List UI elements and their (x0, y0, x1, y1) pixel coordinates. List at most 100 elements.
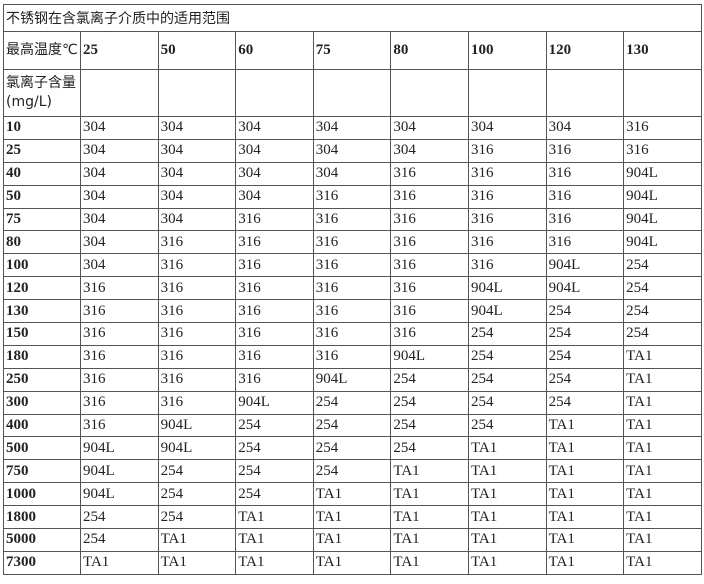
material-cell: 316 (390, 322, 469, 346)
table-row: 180 316 316 316 316 904L 254 254 TA1 (3, 344, 702, 369)
material-cell: 304 (467, 116, 547, 140)
chloride-value: 1800 (3, 505, 81, 530)
material-cell: TA1 (390, 528, 469, 552)
material-cell: 304 (390, 138, 469, 163)
material-cell: TA1 (623, 550, 702, 575)
material-cell: 316 (157, 390, 237, 415)
chloride-value: 500 (3, 436, 81, 461)
chloride-value: 40 (3, 161, 81, 186)
material-cell: 254 (467, 322, 547, 346)
chloride-value: 100 (3, 253, 81, 278)
table-row: 40 304 304 304 304 316 316 316 904L (3, 161, 702, 186)
material-cell: TA1 (467, 482, 547, 507)
temperature-header: 25 (80, 31, 159, 70)
material-cell: 304 (312, 138, 392, 163)
material-cell: 904L (623, 230, 702, 255)
table-row: 150 316 316 316 316 316 254 254 254 (3, 322, 702, 346)
material-cell: 304 (80, 184, 159, 209)
material-cell: 254 (80, 528, 159, 552)
material-cell: 316 (157, 322, 237, 346)
material-cell: 316 (157, 276, 237, 301)
material-cell: 316 (80, 299, 159, 324)
material-cell: 316 (467, 138, 547, 163)
material-cell: 304 (235, 138, 314, 163)
material-cell: 254 (467, 390, 547, 415)
material-cell: TA1 (235, 505, 314, 530)
material-cell: TA1 (467, 436, 547, 461)
material-cell: TA1 (157, 528, 237, 552)
chloride-value: 50 (3, 184, 81, 209)
table-row: 5000 254 TA1 TA1 TA1 TA1 TA1 TA1 TA1 (3, 528, 702, 552)
material-cell: 304 (312, 161, 392, 186)
material-cell: 316 (235, 322, 314, 346)
material-cell: 254 (545, 367, 625, 392)
material-cell: 254 (545, 344, 625, 369)
material-cell: 904L (467, 276, 547, 301)
chloride-value: 80 (3, 230, 81, 255)
material-cell: 254 (390, 390, 469, 415)
material-cell: 316 (80, 276, 159, 301)
material-cell: 254 (157, 505, 237, 530)
chloride-value: 250 (3, 367, 81, 392)
temperature-header: 120 (545, 31, 625, 70)
material-cell: 316 (390, 276, 469, 301)
material-cell: 316 (235, 230, 314, 255)
material-cell: 316 (157, 230, 237, 255)
material-cell: TA1 (467, 550, 547, 575)
material-cell: 904L (157, 413, 237, 438)
material-cell: 304 (157, 207, 237, 232)
material-cell: 316 (312, 184, 392, 209)
chloride-label: 氯离子含量(mg/L) (3, 69, 81, 117)
material-cell: 316 (235, 207, 314, 232)
material-cell: 316 (80, 344, 159, 369)
material-cell: 316 (157, 344, 237, 369)
material-cell: 304 (157, 184, 237, 209)
empty-cell (623, 69, 702, 117)
material-cell: 904L (80, 482, 159, 507)
material-cell: TA1 (235, 550, 314, 575)
material-cell: 316 (80, 367, 159, 392)
material-cell: 304 (157, 138, 237, 163)
material-cell: 316 (545, 138, 625, 163)
material-cell: 316 (157, 253, 237, 278)
material-cell: TA1 (545, 550, 625, 575)
material-cell: 316 (80, 322, 159, 346)
material-cell: 316 (545, 230, 625, 255)
material-cell: 304 (80, 161, 159, 186)
table-row: 7300 TA1 TA1 TA1 TA1 TA1 TA1 TA1 TA1 (3, 550, 702, 575)
table-row: 10 304 304 304 304 304 304 304 316 (3, 116, 702, 140)
table-row: 300 316 316 904L 254 254 254 254 TA1 (3, 390, 702, 415)
material-cell: 304 (157, 116, 237, 140)
material-cell: 904L (623, 207, 702, 232)
material-cell: TA1 (623, 344, 702, 369)
material-cell: 316 (312, 322, 392, 346)
chloride-value: 300 (3, 390, 81, 415)
material-cell: 254 (467, 367, 547, 392)
material-cell: 254 (623, 253, 702, 278)
material-cell: 316 (157, 367, 237, 392)
material-cell: 304 (80, 138, 159, 163)
chloride-value: 400 (3, 413, 81, 438)
material-cell: 316 (545, 207, 625, 232)
material-cell: 316 (312, 276, 392, 301)
material-cell: TA1 (80, 550, 159, 575)
material-cell: 304 (235, 161, 314, 186)
material-cell: 904L (545, 253, 625, 278)
table-row: 130 316 316 316 316 316 904L 254 254 (3, 299, 702, 324)
temperature-header: 50 (157, 31, 237, 70)
material-cell: 316 (390, 207, 469, 232)
material-cell: TA1 (623, 482, 702, 507)
material-cell: TA1 (235, 528, 314, 552)
material-cell: TA1 (623, 390, 702, 415)
temperature-label: 最高温度℃ (3, 31, 81, 70)
material-cell: 316 (623, 138, 702, 163)
material-cell: TA1 (312, 550, 392, 575)
material-cell: TA1 (623, 528, 702, 552)
table-row: 120 316 316 316 316 316 904L 904L 254 (3, 276, 702, 301)
table-row: 1800 254 254 TA1 TA1 TA1 TA1 TA1 TA1 (3, 505, 702, 530)
empty-cell (235, 69, 314, 117)
material-cell: TA1 (390, 550, 469, 575)
material-cell: 316 (312, 344, 392, 369)
chloride-value: 75 (3, 207, 81, 232)
material-cell: 904L (80, 436, 159, 461)
